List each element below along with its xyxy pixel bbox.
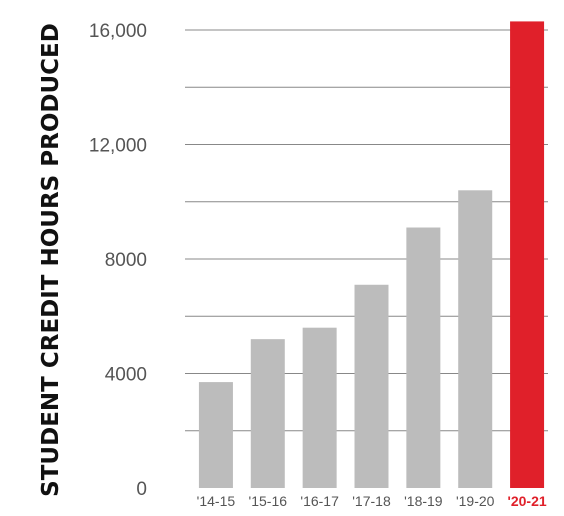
y-tick-label: 0 (136, 479, 147, 500)
bar-18-19 (406, 227, 441, 488)
y-axis-title: STUDENT CREDIT HOURS PRODUCED (38, 23, 64, 497)
x-tick-label: '17-18 (352, 493, 391, 509)
bar-14-15 (198, 382, 233, 488)
y-tick-label: 4000 (105, 365, 147, 386)
bar-17-18 (354, 284, 389, 488)
x-tick-label: '20-21 (508, 493, 547, 509)
x-axis-ticks: '14-15 '15-16 '16-17 '17-18 '18-19 '19-20 '20-… (197, 493, 547, 509)
x-tick-label: '14-15 (197, 493, 236, 509)
y-tick-label: 8000 (105, 250, 147, 271)
bar-20-21 (510, 21, 545, 488)
x-tick-label: '16-17 (300, 493, 339, 509)
x-tick-label: '15-16 (249, 493, 288, 509)
y-tick-label: 12,000 (89, 136, 147, 157)
y-tick-label: 16,000 (89, 21, 147, 42)
bar-19-20 (458, 190, 493, 489)
bar-16-17 (302, 327, 337, 488)
y-axis-ticks: 0 4000 8000 12,000 16,000 (89, 21, 147, 500)
x-tick-label: '18-19 (404, 493, 443, 509)
bar-15-16 (250, 339, 285, 488)
x-tick-label: '19-20 (456, 493, 495, 509)
bars (198, 21, 545, 489)
